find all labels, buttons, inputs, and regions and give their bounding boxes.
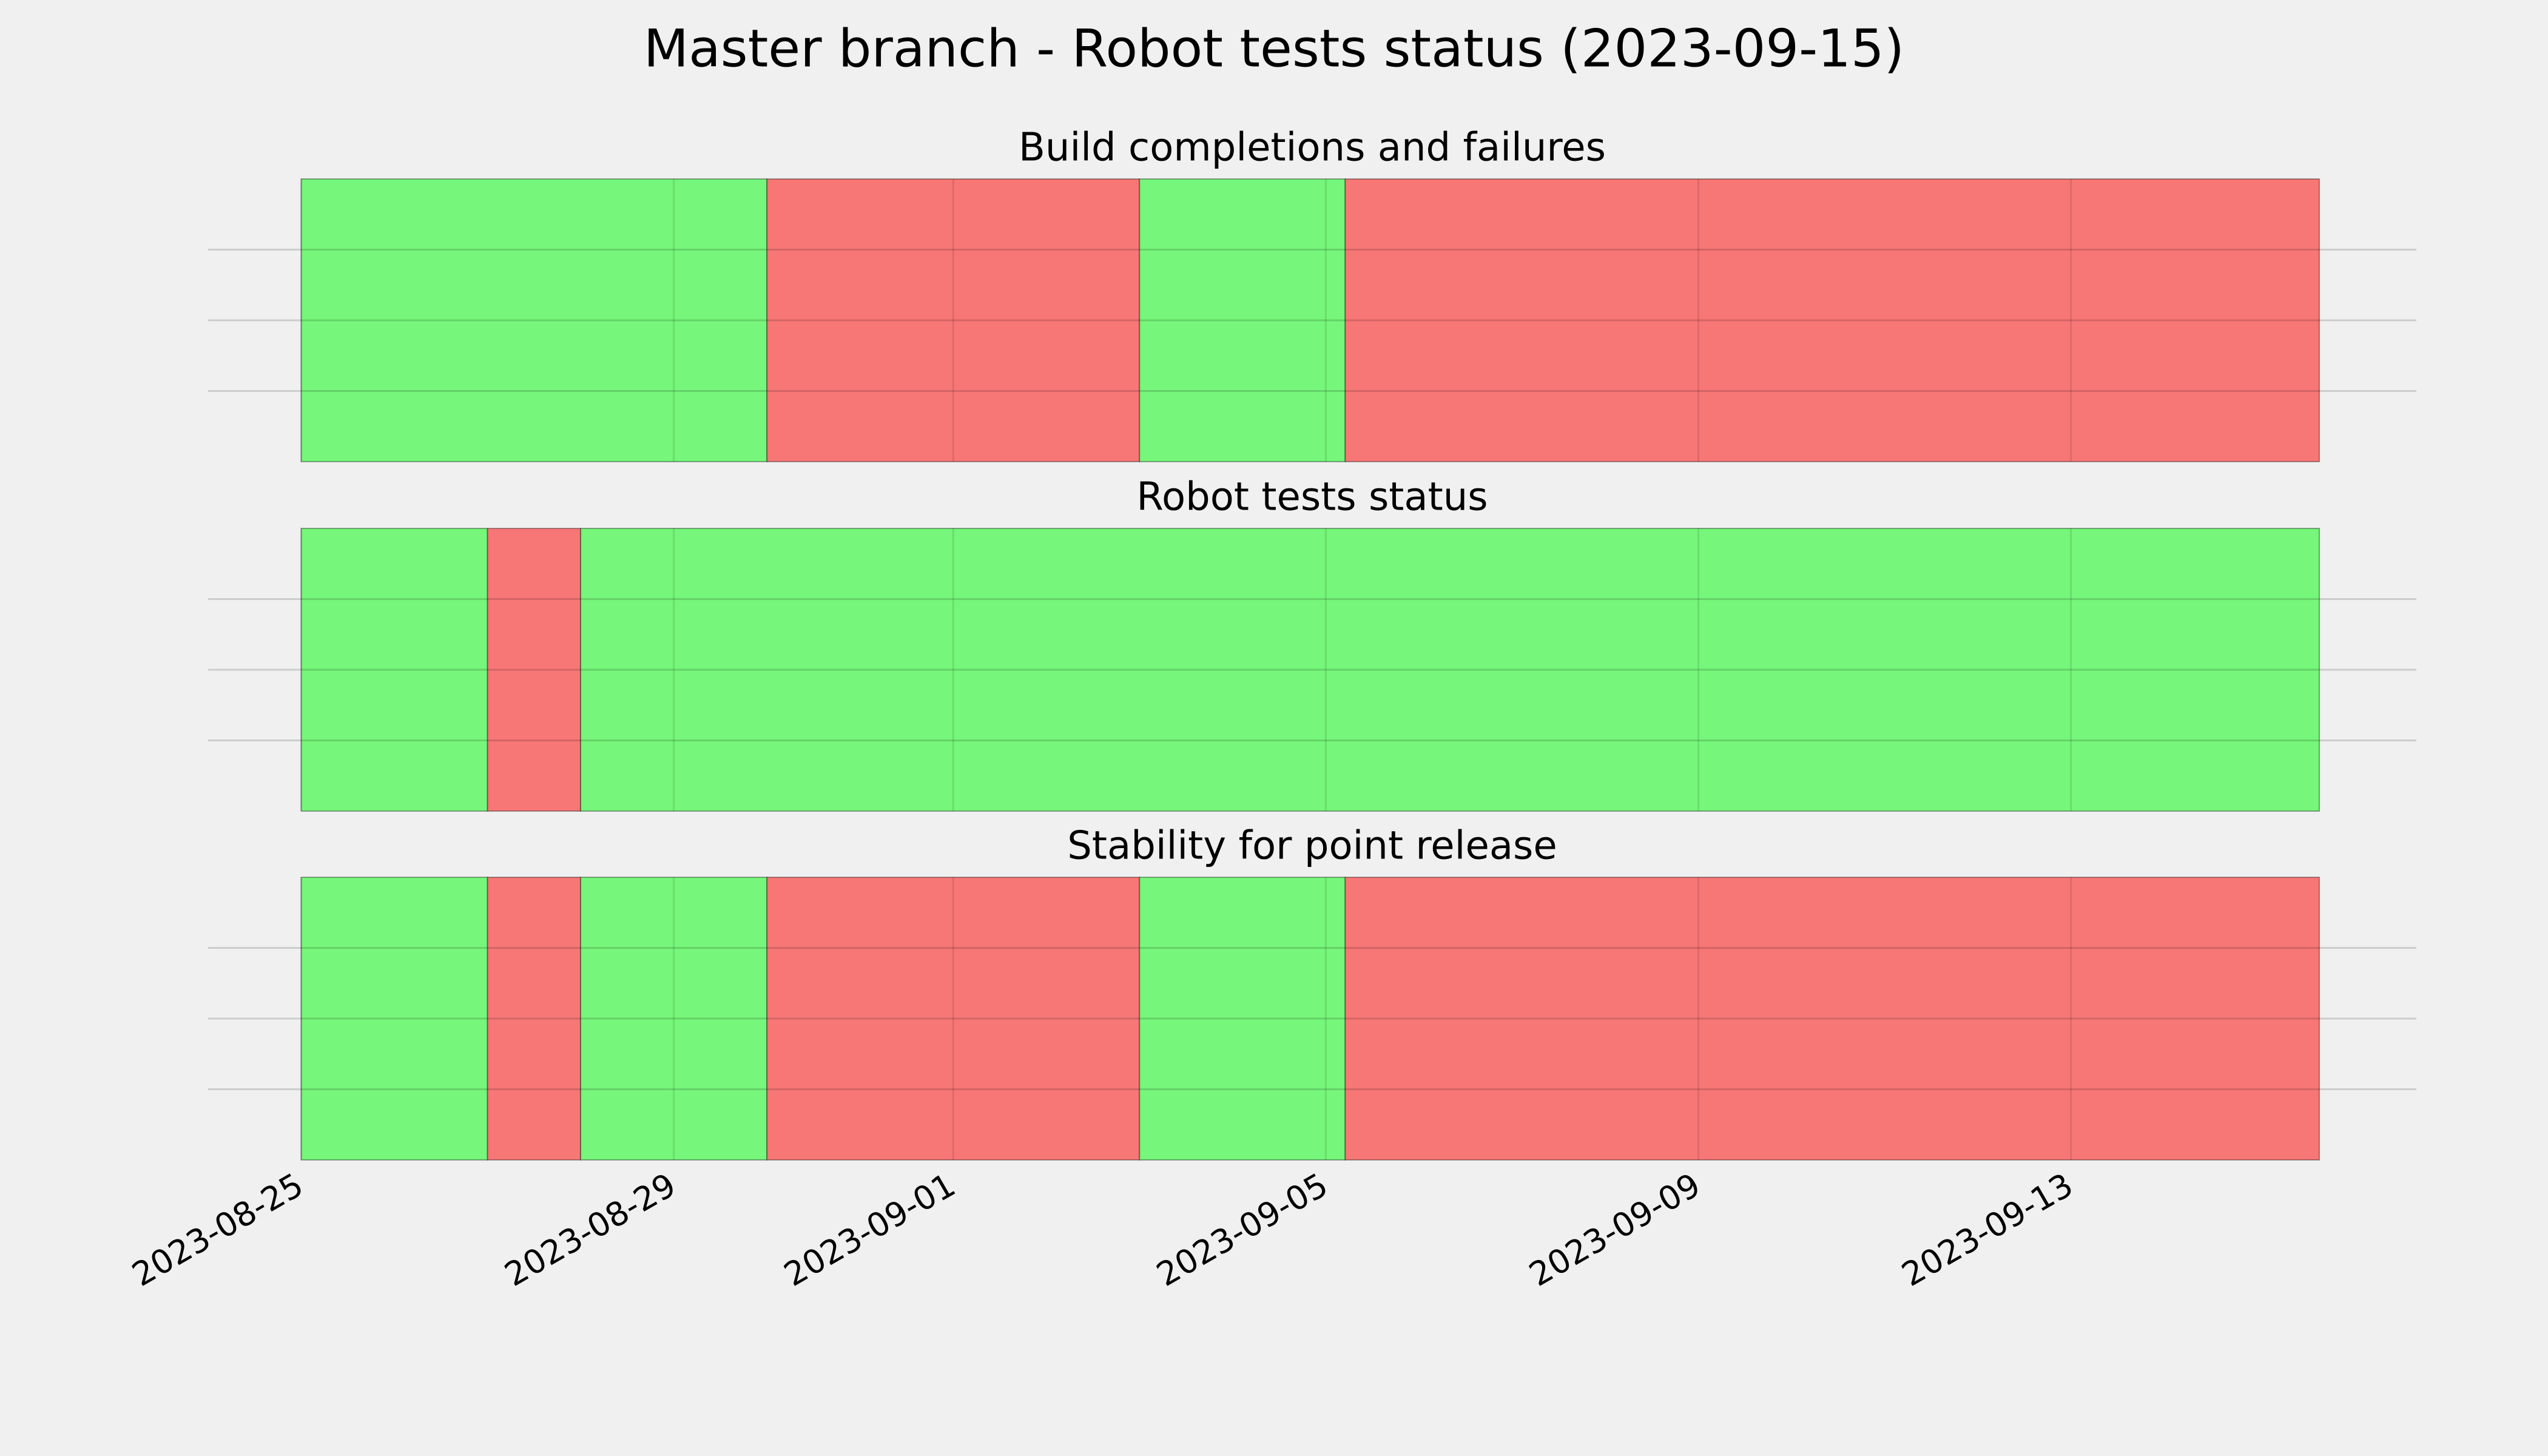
status-span xyxy=(487,528,582,812)
status-span xyxy=(300,528,488,812)
status-span xyxy=(766,877,1141,1161)
chart-title: Master branch - Robot tests status (2023… xyxy=(644,18,1904,79)
panel-title: Stability for point release xyxy=(1067,824,1557,869)
status-span xyxy=(1344,877,2320,1161)
status-span xyxy=(580,877,768,1161)
status-span xyxy=(580,528,2320,812)
panel-title: Robot tests status xyxy=(1136,475,1488,520)
panel-title: Build completions and failures xyxy=(1019,126,1606,170)
status-span xyxy=(1139,877,1346,1161)
status-span xyxy=(300,178,768,462)
status-span xyxy=(300,877,488,1161)
status-span xyxy=(1139,178,1346,462)
status-span xyxy=(766,178,1141,462)
status-span xyxy=(1344,178,2320,462)
status-span xyxy=(487,877,582,1161)
